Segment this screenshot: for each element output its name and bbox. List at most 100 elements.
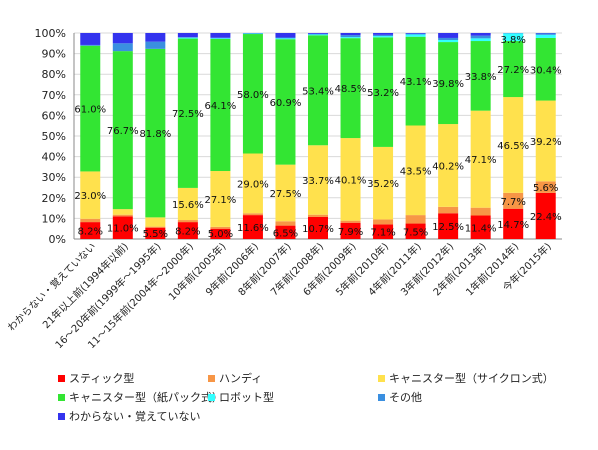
data-label: 23.0% (74, 191, 106, 202)
bar-segment (145, 48, 166, 218)
legend-label: わからない・覚えていない (69, 410, 201, 423)
bar-segment (275, 225, 296, 239)
bar-segment (112, 209, 133, 215)
legend-label: キャニスター型（紙パック式） (69, 391, 223, 404)
bar-segment (438, 42, 459, 125)
data-label: 29.0% (237, 179, 269, 190)
bar-segment (308, 145, 328, 215)
bar-segment (80, 44, 101, 46)
legend-label: キャニスター型（サイクロン式） (389, 372, 554, 385)
bar-segment (308, 33, 328, 34)
chart-svg: 0% 10% 20% 30% 40% 50% 60% 70% 80% 90% 100% 8.2% 23.… (5, 27, 562, 351)
bar-segment (112, 216, 133, 239)
bar-segment (405, 125, 426, 216)
bar-segment (373, 219, 394, 225)
data-label: 72.5% (172, 109, 204, 120)
data-label: 60.9% (270, 98, 302, 109)
bar-segment (470, 38, 491, 42)
legend-item: わからない・覚えていない (58, 408, 200, 424)
data-label: 81.8% (139, 129, 171, 140)
bar-segment (112, 33, 133, 44)
data-label: 10.7% (302, 224, 334, 235)
data-label: 33.7% (302, 176, 334, 187)
bar-segment (275, 39, 296, 165)
bar-segment (373, 36, 394, 38)
bar-segment (145, 41, 166, 49)
data-label: 5.6% (533, 183, 558, 194)
bar-segment (470, 35, 491, 39)
bar-segment (470, 207, 491, 216)
legend-item: キャニスター型（サイクロン式） (378, 370, 554, 386)
legend-item: その他 (378, 389, 422, 405)
data-label: 61.0% (74, 105, 106, 116)
bar-segment (80, 45, 101, 172)
bar-segment (470, 215, 491, 239)
bar-segment (112, 51, 133, 210)
bar-segment (503, 41, 524, 98)
bar-segment (438, 206, 459, 214)
bar-segment (275, 37, 296, 39)
bar-segment (535, 181, 556, 193)
data-label: 33.8% (465, 72, 497, 83)
bar-segment (210, 37, 231, 39)
bar-segment (535, 192, 556, 239)
data-label: 22.4% (530, 212, 562, 223)
data-label: 7.1% (370, 228, 395, 239)
data-label: 40.2% (432, 161, 464, 172)
bar-segment (177, 222, 198, 239)
bar-segment (373, 37, 394, 147)
data-label: 46.5% (497, 141, 529, 152)
legend-label: ハンディ (219, 372, 263, 385)
bar-segment (405, 215, 426, 224)
bar-segment (210, 38, 231, 172)
bar-segment (210, 33, 231, 38)
y-tick-label: 60% (42, 109, 66, 122)
bar-segment (438, 40, 459, 43)
legend-label: ロボット型 (219, 391, 274, 404)
x-tick-label: 10年前(2005年) (166, 240, 229, 303)
bar-segment (438, 213, 459, 239)
bar-segment (340, 33, 361, 36)
bar-segment (80, 218, 101, 223)
y-tick-label: 100% (35, 27, 66, 40)
data-label: 7.7% (500, 197, 525, 208)
bar-segment (308, 35, 328, 146)
bar-segment (373, 34, 394, 37)
legend-swatch (208, 374, 215, 382)
bar-segment (470, 33, 491, 36)
bar-segment (438, 33, 459, 38)
bar-segment (80, 222, 101, 239)
data-label: 11.0% (107, 224, 139, 235)
data-label: 47.1% (465, 155, 497, 166)
bar-segment (535, 33, 556, 35)
bar-segment (177, 37, 198, 39)
bar-segment (308, 216, 328, 239)
y-tick-label: 70% (42, 89, 66, 102)
bar-segment (373, 146, 394, 220)
legend-swatch (378, 393, 385, 401)
data-label: 8.2% (78, 227, 103, 238)
data-label: 39.8% (432, 79, 464, 90)
data-label: 11.4% (465, 223, 497, 234)
bar-segment (405, 33, 426, 34)
y-tick-label: 10% (42, 212, 66, 225)
legend-swatch (58, 374, 65, 382)
y-tick-label: 40% (42, 151, 66, 164)
bar-segment (275, 164, 296, 222)
bar-segment (145, 226, 166, 228)
y-tick-label: 30% (42, 171, 66, 184)
bar-segment (340, 37, 361, 39)
y-tick-label: 80% (42, 68, 66, 81)
legend-swatch (58, 412, 65, 420)
bar-segment (177, 220, 198, 223)
data-label: 14.7% (497, 220, 529, 231)
bar-segment (503, 33, 524, 42)
bar-segment (242, 213, 263, 216)
data-label: 5.0% (208, 229, 233, 240)
bar-segment (340, 138, 361, 221)
bar-segment (242, 215, 263, 239)
legend-item: ハンディ (208, 370, 262, 386)
bar-segment (145, 33, 166, 42)
data-label: 30.4% (530, 65, 562, 76)
